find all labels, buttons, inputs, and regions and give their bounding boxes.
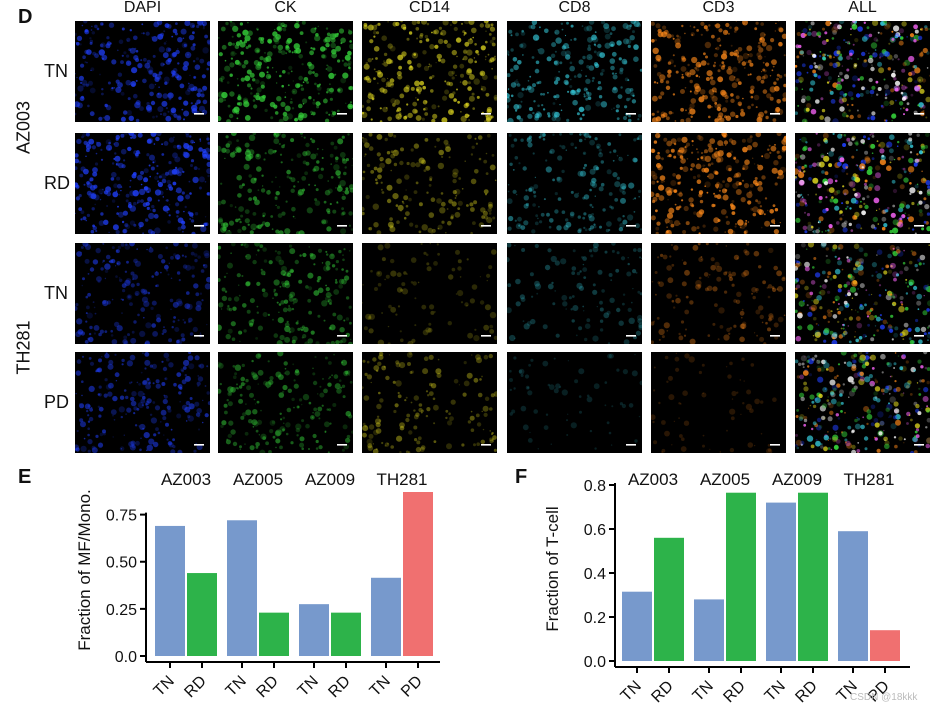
y-tick-label: 0.50: [106, 555, 137, 572]
group-label-az003: AZ003: [161, 470, 211, 489]
micrograph-az003-rd-all: [795, 133, 930, 234]
channel-header-all: ALL: [848, 0, 877, 16]
micrograph-th281-tn-cd14: [362, 243, 497, 344]
x-tick-label: TN: [690, 678, 717, 705]
group-label-az005: AZ005: [233, 470, 283, 489]
micrograph-th281-pd-ck: [218, 352, 353, 453]
micrograph-az003-tn-all: [795, 21, 930, 122]
panel-letter-d: D: [18, 6, 33, 28]
micrograph-az003-tn-cd3: [651, 21, 786, 122]
group-label-az009: AZ009: [305, 470, 355, 489]
y-tick-label: 0.2: [584, 610, 606, 627]
row-label-rd: RD: [44, 172, 70, 193]
bar-az009-rd: [798, 492, 828, 661]
panel-letter-e: E: [18, 466, 32, 488]
row-label-tn: TN: [44, 60, 68, 81]
micrograph-th281-tn-cd8: [507, 243, 642, 344]
group-label-az003: AZ003: [628, 470, 678, 489]
micrograph-az003-rd-dapi: [75, 133, 210, 234]
bar-th281-tn: [838, 531, 868, 661]
y-tick-label: 0.0: [584, 654, 606, 671]
y-tick-label: 0.4: [584, 566, 606, 583]
micrograph-th281-tn-all: [795, 243, 930, 344]
x-tick-label: RD: [648, 678, 676, 706]
chart-e-macrophage-fraction: 0.0 0.25 0.50 0.75 Fraction of MF/Mono. AZ003…: [75, 470, 440, 701]
bar-az009-tn: [766, 502, 796, 661]
channel-header-ck: CK: [274, 0, 297, 16]
x-tick-label: TN: [762, 678, 789, 705]
micrograph-az003-tn-dapi: [75, 21, 210, 122]
channel-header-cd14: CD14: [409, 0, 450, 16]
micrograph-th281-pd-all: [795, 352, 930, 453]
micrograph-az003-rd-cd8: [507, 133, 642, 234]
micrograph-th281-tn-cd3: [651, 243, 786, 344]
row-label-pd: PD: [44, 391, 70, 412]
channel-header-dapi: DAPI: [123, 0, 162, 16]
row-label-tn: TN: [44, 282, 68, 303]
group-label-az005: AZ005: [700, 470, 750, 489]
bar-az003-tn: [155, 525, 185, 656]
x-tick-label: RD: [720, 678, 748, 706]
group-label-th281: TH281: [843, 470, 894, 489]
group-label-az009: AZ009: [772, 470, 822, 489]
bar-az005-tn: [694, 599, 724, 661]
x-tick-label: RD: [181, 673, 209, 701]
chart-f-tcell-fraction: 0.0 0.2 0.4 0.6 0.8 Fraction of T-cell AZ003 TN…: [543, 470, 910, 706]
bar-az005-tn: [227, 520, 257, 656]
patient-label-az003: AZ003: [13, 100, 34, 154]
micrograph-th281-pd-cd3: [651, 352, 786, 453]
y-tick-label: 0.0: [115, 649, 137, 666]
y-axis-label: Fraction of T-cell: [543, 506, 562, 631]
x-tick-label: PD: [398, 673, 426, 701]
micrograph-az003-rd-cd3: [651, 133, 786, 234]
micrograph-th281-tn-dapi: [75, 243, 210, 344]
x-tick-label: RD: [792, 678, 820, 706]
y-tick-label: 0.6: [584, 522, 606, 539]
micrograph-az003-tn-ck: [218, 21, 353, 122]
x-tick-label: RD: [325, 673, 353, 701]
micrograph-th281-pd-cd14: [362, 352, 497, 453]
x-tick-label: RD: [253, 673, 281, 701]
bar-az005-rd: [259, 612, 289, 656]
group-label-th281: TH281: [376, 470, 427, 489]
channel-header-cd3: CD3: [702, 0, 735, 16]
y-axis-label: Fraction of MF/Mono.: [75, 489, 94, 651]
x-tick-label: TN: [618, 678, 645, 705]
x-tick-label: TN: [223, 673, 250, 700]
patient-label-th281: TH281: [13, 320, 34, 375]
micrograph-az003-tn-cd8: [507, 21, 642, 122]
y-tick-label: 0.8: [584, 478, 606, 495]
panel-letter-f: F: [515, 466, 528, 488]
x-tick-label: TN: [295, 673, 322, 700]
micrograph-th281-pd-cd8: [507, 352, 642, 453]
bar-az003-tn: [622, 591, 652, 661]
y-tick-label: 0.75: [106, 508, 137, 525]
bar-th281-pd: [870, 630, 900, 661]
bar-az005-rd: [726, 492, 756, 661]
micrograph-th281-tn-ck: [218, 243, 353, 344]
micrograph-th281-pd-dapi: [75, 352, 210, 453]
bar-th281-pd: [403, 492, 433, 656]
bar-az003-rd: [654, 537, 684, 661]
bar-az003-rd: [187, 573, 217, 656]
micrograph-az003-rd-ck: [218, 133, 353, 234]
bar-az009-tn: [299, 604, 329, 656]
micrograph-az003-rd-cd14: [362, 133, 497, 234]
bar-th281-tn: [371, 577, 401, 656]
x-tick-label: TN: [151, 673, 178, 700]
bar-az009-rd: [331, 612, 361, 656]
y-tick-label: 0.25: [106, 602, 137, 619]
x-tick-label: TN: [367, 673, 394, 700]
channel-header-cd8: CD8: [558, 0, 591, 16]
watermark: CSDN @18kkk: [850, 692, 918, 703]
micrograph-az003-tn-cd14: [362, 21, 497, 122]
